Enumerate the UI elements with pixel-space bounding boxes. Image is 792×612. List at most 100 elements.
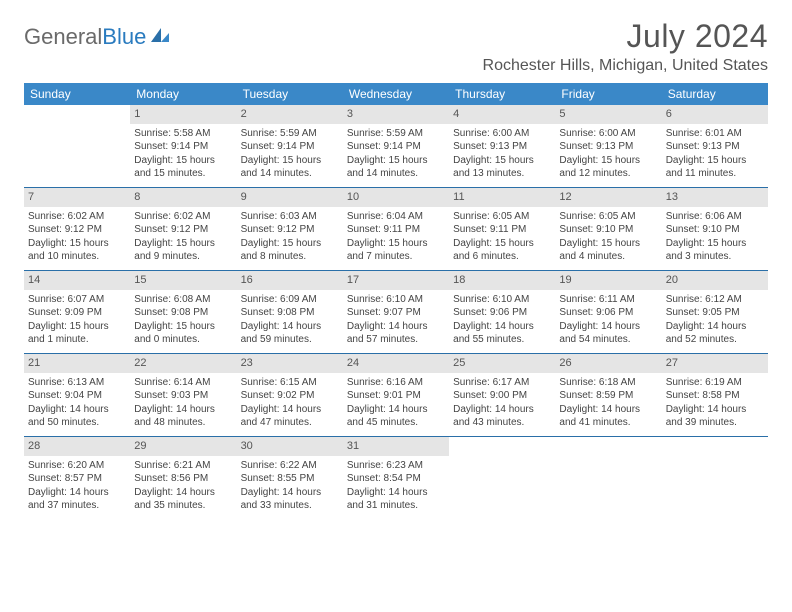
calendar-grid: Sunday Monday Tuesday Wednesday Thursday…	[24, 83, 768, 519]
day-daylight1: Daylight: 15 hours	[134, 320, 232, 334]
month-title: July 2024	[483, 18, 768, 55]
day-daylight2: and 9 minutes.	[134, 250, 232, 264]
day-daylight1: Daylight: 15 hours	[134, 154, 232, 168]
day-header-wed: Wednesday	[343, 83, 449, 105]
day-cell	[662, 437, 768, 519]
day-sunset: Sunset: 9:09 PM	[28, 306, 126, 320]
day-sunset: Sunset: 9:12 PM	[28, 223, 126, 237]
day-number: 20	[662, 271, 768, 290]
day-number: 19	[555, 271, 661, 290]
day-cell: 3Sunrise: 5:59 AMSunset: 9:14 PMDaylight…	[343, 105, 449, 187]
day-sunrise: Sunrise: 6:05 AM	[453, 210, 551, 224]
day-daylight1: Daylight: 15 hours	[559, 154, 657, 168]
day-cell: 21Sunrise: 6:13 AMSunset: 9:04 PMDayligh…	[24, 354, 130, 436]
day-daylight2: and 8 minutes.	[241, 250, 339, 264]
day-daylight1: Daylight: 15 hours	[347, 237, 445, 251]
day-daylight1: Daylight: 15 hours	[134, 237, 232, 251]
day-number: 16	[237, 271, 343, 290]
day-daylight1: Daylight: 14 hours	[453, 320, 551, 334]
day-sunrise: Sunrise: 6:02 AM	[134, 210, 232, 224]
day-sunset: Sunset: 8:59 PM	[559, 389, 657, 403]
day-number: 13	[662, 188, 768, 207]
day-sunrise: Sunrise: 5:59 AM	[347, 127, 445, 141]
day-daylight1: Daylight: 14 hours	[241, 403, 339, 417]
day-number: 29	[130, 437, 236, 456]
day-daylight2: and 14 minutes.	[241, 167, 339, 181]
day-sunset: Sunset: 9:12 PM	[241, 223, 339, 237]
day-daylight1: Daylight: 15 hours	[241, 154, 339, 168]
day-number: 26	[555, 354, 661, 373]
day-sunrise: Sunrise: 5:59 AM	[241, 127, 339, 141]
day-number: 17	[343, 271, 449, 290]
day-number: 21	[24, 354, 130, 373]
logo-text-1: General	[24, 24, 102, 50]
day-cell	[555, 437, 661, 519]
day-daylight2: and 59 minutes.	[241, 333, 339, 347]
day-sunrise: Sunrise: 6:22 AM	[241, 459, 339, 473]
day-sunset: Sunset: 9:04 PM	[28, 389, 126, 403]
day-daylight2: and 6 minutes.	[453, 250, 551, 264]
day-daylight2: and 50 minutes.	[28, 416, 126, 430]
day-cell: 15Sunrise: 6:08 AMSunset: 9:08 PMDayligh…	[130, 271, 236, 353]
day-number: 23	[237, 354, 343, 373]
day-daylight1: Daylight: 15 hours	[453, 237, 551, 251]
day-number: 9	[237, 188, 343, 207]
logo: GeneralBlue	[24, 18, 171, 50]
day-sunset: Sunset: 9:13 PM	[666, 140, 764, 154]
day-sunset: Sunset: 9:13 PM	[559, 140, 657, 154]
day-sunrise: Sunrise: 6:23 AM	[347, 459, 445, 473]
day-number: 10	[343, 188, 449, 207]
day-daylight2: and 45 minutes.	[347, 416, 445, 430]
day-daylight1: Daylight: 15 hours	[453, 154, 551, 168]
day-number: 3	[343, 105, 449, 124]
week-row: 1Sunrise: 5:58 AMSunset: 9:14 PMDaylight…	[24, 105, 768, 188]
day-cell: 22Sunrise: 6:14 AMSunset: 9:03 PMDayligh…	[130, 354, 236, 436]
day-header-mon: Monday	[130, 83, 236, 105]
day-number: 15	[130, 271, 236, 290]
day-daylight1: Daylight: 14 hours	[347, 320, 445, 334]
day-daylight1: Daylight: 15 hours	[28, 320, 126, 334]
day-daylight2: and 13 minutes.	[453, 167, 551, 181]
day-cell: 17Sunrise: 6:10 AMSunset: 9:07 PMDayligh…	[343, 271, 449, 353]
day-sunrise: Sunrise: 6:00 AM	[453, 127, 551, 141]
day-sunset: Sunset: 9:02 PM	[241, 389, 339, 403]
day-sunset: Sunset: 9:11 PM	[347, 223, 445, 237]
day-number: 27	[662, 354, 768, 373]
day-daylight1: Daylight: 14 hours	[241, 486, 339, 500]
day-sunrise: Sunrise: 6:08 AM	[134, 293, 232, 307]
day-sunset: Sunset: 8:56 PM	[134, 472, 232, 486]
day-cell: 23Sunrise: 6:15 AMSunset: 9:02 PMDayligh…	[237, 354, 343, 436]
day-daylight2: and 12 minutes.	[559, 167, 657, 181]
day-number: 31	[343, 437, 449, 456]
day-daylight2: and 54 minutes.	[559, 333, 657, 347]
day-cell: 2Sunrise: 5:59 AMSunset: 9:14 PMDaylight…	[237, 105, 343, 187]
day-sunset: Sunset: 9:10 PM	[559, 223, 657, 237]
day-cell: 24Sunrise: 6:16 AMSunset: 9:01 PMDayligh…	[343, 354, 449, 436]
day-number: 1	[130, 105, 236, 124]
day-header-sat: Saturday	[662, 83, 768, 105]
day-daylight2: and 47 minutes.	[241, 416, 339, 430]
day-number: 18	[449, 271, 555, 290]
day-sunrise: Sunrise: 5:58 AM	[134, 127, 232, 141]
day-sunrise: Sunrise: 6:01 AM	[666, 127, 764, 141]
day-number: 12	[555, 188, 661, 207]
day-daylight2: and 35 minutes.	[134, 499, 232, 513]
day-number: 2	[237, 105, 343, 124]
day-cell: 30Sunrise: 6:22 AMSunset: 8:55 PMDayligh…	[237, 437, 343, 519]
day-header-tue: Tuesday	[237, 83, 343, 105]
day-cell: 11Sunrise: 6:05 AMSunset: 9:11 PMDayligh…	[449, 188, 555, 270]
day-cell: 4Sunrise: 6:00 AMSunset: 9:13 PMDaylight…	[449, 105, 555, 187]
day-sunset: Sunset: 9:11 PM	[453, 223, 551, 237]
day-daylight1: Daylight: 15 hours	[559, 237, 657, 251]
day-daylight2: and 1 minute.	[28, 333, 126, 347]
day-sunrise: Sunrise: 6:11 AM	[559, 293, 657, 307]
day-daylight1: Daylight: 14 hours	[453, 403, 551, 417]
day-daylight2: and 0 minutes.	[134, 333, 232, 347]
day-number: 4	[449, 105, 555, 124]
day-sunset: Sunset: 9:10 PM	[666, 223, 764, 237]
day-daylight2: and 37 minutes.	[28, 499, 126, 513]
week-row: 14Sunrise: 6:07 AMSunset: 9:09 PMDayligh…	[24, 271, 768, 354]
day-daylight2: and 11 minutes.	[666, 167, 764, 181]
day-number: 14	[24, 271, 130, 290]
day-daylight2: and 3 minutes.	[666, 250, 764, 264]
